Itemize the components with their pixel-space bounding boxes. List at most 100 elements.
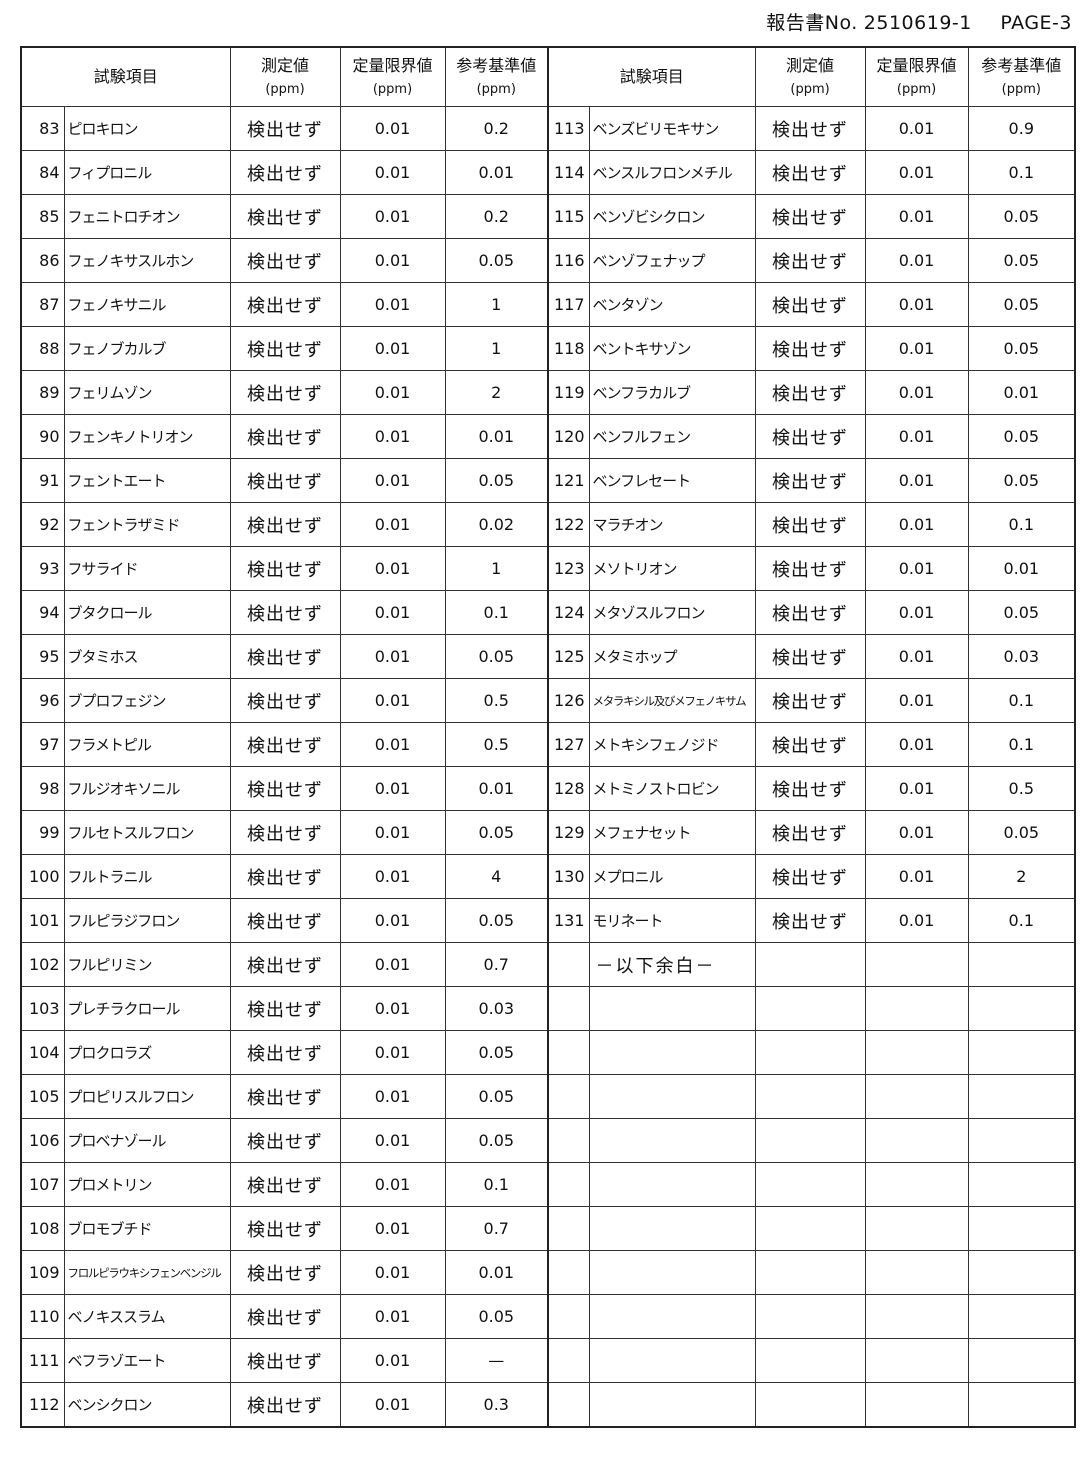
table-row: 97 フラメトピル 検出せず 0.01 0.5 127 メトキシフェノジド 検出せず 0.01 0… (20, 722, 1076, 767)
measured-value: 検出せず (229, 546, 341, 591)
item-number: 85 (20, 194, 65, 239)
measured-value: 検出せず (229, 634, 341, 679)
measured-value: 検出せず (229, 722, 341, 767)
measured-value: 検出せず (229, 1250, 341, 1295)
measured-value: 検出せず (754, 854, 866, 899)
measured-value: 検出せず (229, 106, 341, 151)
reference-value: 0.01 (444, 414, 549, 459)
loq-value: 0.01 (864, 150, 969, 195)
empty-cell (754, 1294, 866, 1339)
empty-cell (967, 986, 1076, 1031)
empty-cell (864, 986, 969, 1031)
measured-value: 検出せず (229, 942, 341, 987)
empty-cell (588, 1162, 756, 1207)
item-name: プレチラクロール (63, 986, 231, 1031)
item-name: フィプロニル (63, 150, 231, 195)
item-name: ベノキススラム (63, 1294, 231, 1339)
measured-value: 検出せず (229, 810, 341, 855)
measured-value: 検出せず (754, 370, 866, 415)
reference-value: 0.3 (444, 1382, 549, 1428)
reference-value: 0.03 (967, 634, 1076, 679)
header-item-right: 試験項目 (547, 46, 756, 107)
item-name: ブタクロール (63, 590, 231, 635)
measured-value: 検出せず (229, 326, 341, 371)
item-number: 117 (547, 282, 590, 327)
measured-value: 検出せず (229, 238, 341, 283)
reference-value: 1 (444, 326, 549, 371)
item-number: 93 (20, 546, 65, 591)
reference-value: 0.02 (444, 502, 549, 547)
loq-value: 0.01 (864, 370, 969, 415)
empty-cell (588, 1030, 756, 1075)
item-number: 111 (20, 1338, 65, 1383)
item-name: メタミホップ (588, 634, 756, 679)
item-name: プロメトリン (63, 1162, 231, 1207)
item-number: 86 (20, 238, 65, 283)
loq-value: 0.01 (339, 1074, 446, 1119)
empty-cell (547, 1074, 590, 1119)
loq-value: 0.01 (864, 898, 969, 943)
empty-cell (754, 1206, 866, 1251)
item-name: ブタミホス (63, 634, 231, 679)
reference-value: 0.1 (967, 678, 1076, 723)
measured-value: 検出せず (754, 238, 866, 283)
empty-cell (588, 1206, 756, 1251)
reference-value: 0.05 (967, 414, 1076, 459)
loq-value: 0.01 (864, 414, 969, 459)
empty-cell (967, 1162, 1076, 1207)
measured-value: 検出せず (229, 1074, 341, 1119)
table-row: 110 ベノキススラム 検出せず 0.01 0.05 (20, 1294, 1076, 1339)
loq-value: 0.01 (339, 986, 446, 1031)
table-row: 108 ブロモブチド 検出せず 0.01 0.7 (20, 1206, 1076, 1251)
reference-value: 0.05 (444, 898, 549, 943)
empty-cell (864, 1250, 969, 1295)
measured-value: 検出せず (754, 634, 866, 679)
measured-value: 検出せず (229, 502, 341, 547)
loq-value: 0.01 (339, 458, 446, 503)
measured-value: 検出せず (229, 986, 341, 1031)
item-number: 100 (20, 854, 65, 899)
reference-value: 0.03 (444, 986, 549, 1031)
item-name: メトキシフェノジド (588, 722, 756, 767)
item-name: フロルピラウキシフェンベンジル (63, 1250, 231, 1295)
item-name: フェノブカルブ (63, 326, 231, 371)
table-row: 106 プロベナゾール 検出せず 0.01 0.05 (20, 1118, 1076, 1163)
reference-value: 4 (444, 854, 549, 899)
item-name: フルピラジフロン (63, 898, 231, 943)
item-name: フェノキサニル (63, 282, 231, 327)
item-name: ベンゾフェナップ (588, 238, 756, 283)
item-number: 97 (20, 722, 65, 767)
item-number: 112 (20, 1382, 65, 1428)
empty-cell (864, 1338, 969, 1383)
measured-value: 検出せず (754, 106, 866, 151)
report-header: 報告書No. 2510619-1 PAGE-3 (760, 8, 1072, 35)
reference-value: 0.2 (444, 106, 549, 151)
table-row: 103 プレチラクロール 検出せず 0.01 0.03 (20, 986, 1076, 1031)
item-name: メトミノストロビン (588, 766, 756, 811)
measured-value: 検出せず (754, 194, 866, 239)
item-number: 102 (20, 942, 65, 987)
item-name: フェニトロチオン (63, 194, 231, 239)
item-number: 95 (20, 634, 65, 679)
measured-value: 検出せず (229, 1118, 341, 1163)
table-row: 85 フェニトロチオン 検出せず 0.01 0.2 115 ベンゾビシクロン 検出せず 0.01… (20, 194, 1076, 239)
reference-value: 0.05 (967, 590, 1076, 635)
measured-value: 検出せず (229, 1382, 341, 1428)
reference-value: 0.9 (967, 106, 1076, 151)
item-number: 106 (20, 1118, 65, 1163)
loq-value: 0.01 (864, 238, 969, 283)
header-loq-right: 定量限界値 (ppm) (864, 46, 969, 107)
results-table: 試験項目 測定値 (ppm) 定量限界値 (ppm) 参考基準値 (ppm) 試験項目… (20, 46, 1077, 1428)
empty-cell (588, 1074, 756, 1119)
loq-value: 0.01 (339, 766, 446, 811)
report-number: 2510619-1 (863, 12, 972, 34)
reference-value: 0.1 (444, 1162, 549, 1207)
item-name: ブプロフェジン (63, 678, 231, 723)
loq-value: 0.01 (339, 1250, 446, 1295)
measured-value: 検出せず (229, 854, 341, 899)
item-name: ベンシクロン (63, 1382, 231, 1428)
table-row: 102 フルピリミン 検出せず 0.01 0.7 －以下余白－ (20, 942, 1076, 987)
table-row: 109 フロルピラウキシフェンベンジル 検出せず 0.01 0.01 (20, 1250, 1076, 1295)
reference-value: — (444, 1338, 549, 1383)
item-name: フェントラザミド (63, 502, 231, 547)
